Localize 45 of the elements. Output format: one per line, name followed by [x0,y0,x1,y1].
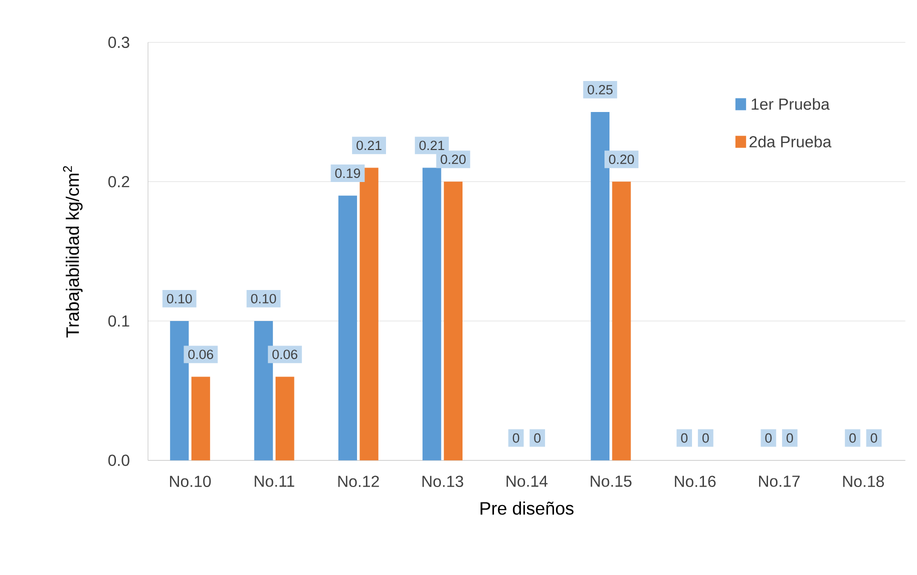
data-label: 0.25 [588,84,613,94]
bar [170,321,189,460]
data-label: 0.19 [335,168,360,178]
legend-label: 1er Prueba [752,98,830,110]
y-tick-label: 0.0 [108,454,130,466]
bar [254,321,273,460]
data-label: 0 [786,433,793,443]
data-label: 0.06 [188,350,214,360]
data-label: 0 [849,433,856,443]
bar [276,376,294,460]
bar [360,168,378,460]
bar [612,182,631,460]
bar [590,112,610,460]
legend-label: 2da Prueba [750,136,832,148]
data-label: 0.21 [356,140,382,150]
x-tick-label: No.15 [590,476,632,487]
data-label: 0.20 [440,154,466,164]
x-tick-label: No.11 [254,476,294,487]
bar [191,376,210,460]
y-tick-label: 0.2 [108,176,130,188]
data-label: 0.10 [251,294,276,304]
y-axis-title: Trabajabilidad kg/cm$^{2}$ [63,166,83,338]
data-label: 0 [534,433,541,443]
data-label: 0.20 [609,154,634,164]
x-tick-label: No.13 [422,476,464,488]
x-tick-label: No.14 [506,476,548,487]
data-label: 0 [512,433,520,443]
y-tick-label: 0.3 [108,36,130,48]
x-tick-label: No.18 [843,476,884,488]
y-tick-label: 0.1 [108,315,130,327]
data-label: 0.10 [166,294,192,304]
data-label: 0 [702,433,709,443]
bar [444,182,463,460]
x-tick-label: No.12 [338,476,379,488]
bar [338,196,358,460]
data-label: 0 [870,433,878,443]
x-axis-title: Pre diseños [480,502,574,515]
data-label: 0 [765,433,772,443]
x-tick-label: No.16 [674,476,716,488]
x-tick-label: No.10 [170,476,211,488]
data-label: 0.06 [272,350,298,360]
bar [422,168,442,460]
data-label: 0.21 [419,140,444,150]
x-tick-label: No.17 [759,476,800,487]
data-label: 0 [681,433,688,443]
